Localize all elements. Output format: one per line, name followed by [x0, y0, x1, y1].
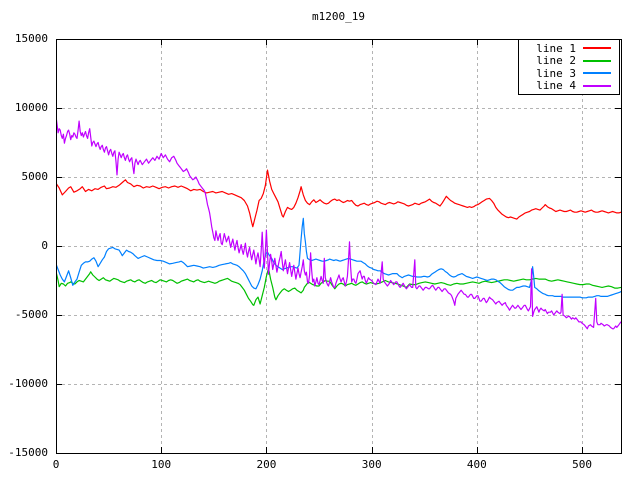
legend-line-sample-4 — [583, 84, 611, 87]
legend-line-sample-3 — [583, 72, 611, 75]
y-tick-label: 10000 — [14, 101, 48, 114]
y-tick-label: 0 — [41, 239, 48, 252]
x-tick-label: 300 — [361, 458, 382, 471]
x-tick-label: 500 — [572, 458, 592, 471]
y-tick-label: -5000 — [14, 308, 48, 321]
x-tick-label: 0 — [52, 458, 60, 471]
legend-label-2: line 2 — [536, 54, 576, 68]
x-tick-label: 400 — [466, 458, 487, 471]
legend-item-4: line 4 — [519, 79, 619, 93]
legend-item-2: line 2 — [519, 54, 619, 68]
y-tick-label: 15000 — [14, 32, 48, 45]
legend-label-1: line 1 — [536, 41, 576, 55]
y-tick-label: 5000 — [21, 170, 49, 183]
legend: line 1 line 2 line 3 line 4 — [518, 39, 620, 95]
legend-line-sample-2 — [583, 59, 611, 62]
y-tick-label: -10000 — [8, 377, 48, 390]
chart-title: m1200_19 — [312, 10, 365, 23]
series-line-3 — [56, 217, 621, 299]
legend-item-3: line 3 — [519, 66, 619, 80]
series-line-2 — [56, 267, 621, 306]
series-line-4 — [56, 115, 621, 330]
y-tick-label: -15000 — [8, 446, 48, 459]
legend-line-sample-1 — [583, 47, 611, 50]
x-tick-label: 200 — [256, 458, 277, 471]
legend-item-1: line 1 — [519, 41, 619, 55]
legend-label-4: line 4 — [536, 79, 576, 93]
legend-label-3: line 3 — [536, 66, 576, 80]
series-line-1 — [56, 169, 621, 228]
x-tick-label: 100 — [151, 458, 172, 471]
